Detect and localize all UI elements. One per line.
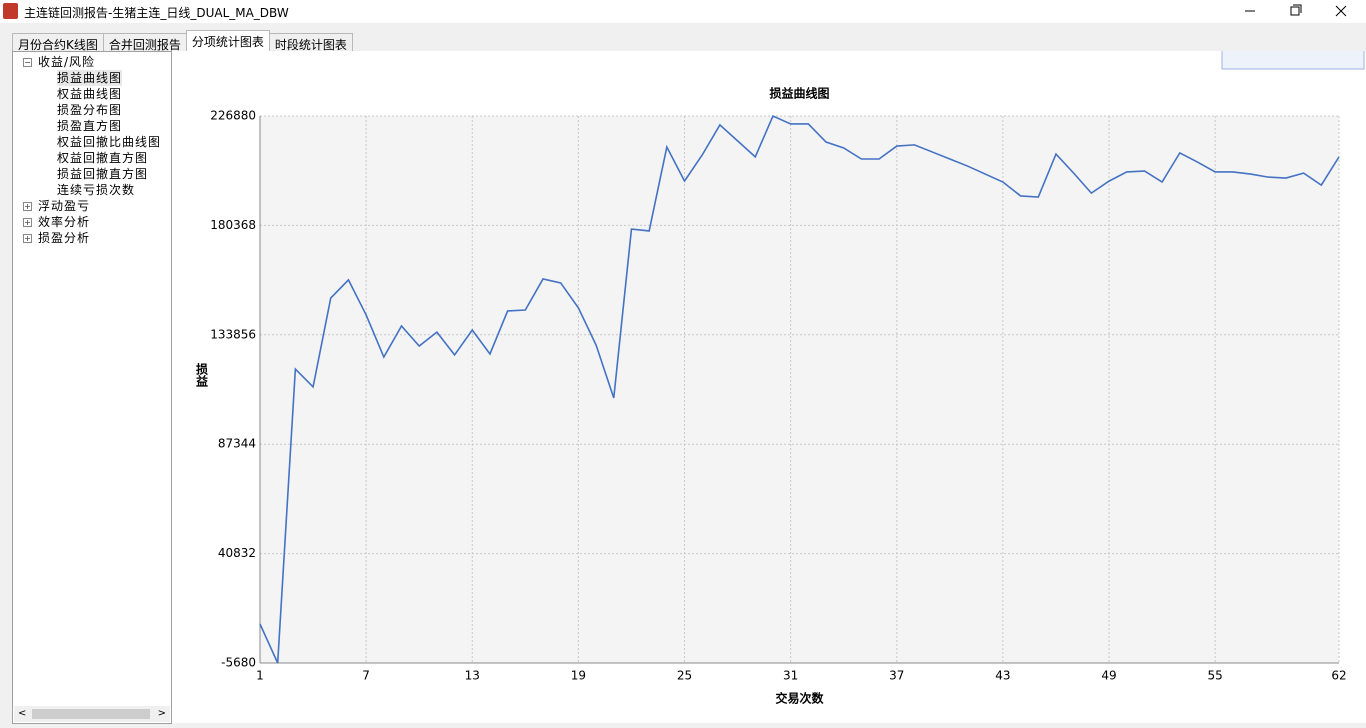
- window-controls[interactable]: [1230, 0, 1366, 23]
- expander[interactable]: −: [23, 58, 32, 67]
- tree-leaf[interactable]: 权益回撤直方图: [57, 151, 149, 165]
- expander[interactable]: +: [23, 218, 32, 227]
- tree-leaf[interactable]: 损益回撤直方图: [57, 167, 149, 181]
- restore[interactable]: [1290, 6, 1300, 16]
- tree-leaf[interactable]: 损益曲线图: [57, 70, 123, 86]
- tree-leaf[interactable]: 权益曲线图: [57, 87, 123, 101]
- x-tick-label: 1: [256, 669, 264, 683]
- tree-node[interactable]: 收益/风险: [38, 55, 96, 69]
- y-tick-label: 180368: [210, 218, 256, 232]
- tab[interactable]: 分项统计图表: [185, 30, 270, 51]
- tree-node[interactable]: 损盈分析: [38, 231, 91, 245]
- expander[interactable]: +: [23, 234, 32, 243]
- x-tick-label: 7: [362, 669, 370, 683]
- tree-leaf[interactable]: 权益回撤比曲线图: [57, 135, 162, 149]
- y-tick-label: 40832: [218, 546, 256, 560]
- x-tick-label: 19: [571, 669, 586, 683]
- tree-node[interactable]: 效率分析: [38, 215, 91, 229]
- chart: -5680 40832 87344 133856 180368 226880 1 7 13 19 2…: [195, 49, 1365, 706]
- x-tick-label: 62: [1331, 669, 1346, 683]
- tree-view: < > − 收益/风险 损益曲线图 权益曲线图损盈分布图损盈直方图权益回撤比曲线图 权益回…: [12, 51, 172, 724]
- x-tick-label: 25: [677, 669, 692, 683]
- x-tick-label: 43: [995, 669, 1010, 683]
- window-title: 主连链回测报告-生猪主连_日线_DUAL_MA_DBW: [24, 6, 289, 20]
- tree-leaf[interactable]: 连续亏损次数: [57, 183, 136, 197]
- tab[interactable]: 合并回测报告: [102, 33, 187, 52]
- y-tick-label: 87344: [218, 437, 256, 451]
- x-tick-label: 55: [1208, 669, 1223, 683]
- tree-leaf[interactable]: 损盈直方图: [57, 119, 123, 133]
- line-series: [259, 114, 1340, 664]
- x-axis-label: 交易次数: [775, 691, 824, 706]
- x-tick-label: 31: [783, 669, 798, 683]
- y-tick-label: 226880: [210, 109, 256, 123]
- expander[interactable]: +: [23, 202, 32, 211]
- chart-panel: -5680 40832 87344 133856 180368 226880 1 7 13 19 2…: [172, 49, 1366, 723]
- h-scrollbar[interactable]: < >: [14, 706, 170, 722]
- plot-area: [260, 116, 1339, 663]
- ime-toolbar[interactable]: [1221, 49, 1365, 70]
- chart-title: 损益曲线图: [769, 86, 829, 101]
- y-tick-label: -5680: [221, 656, 256, 670]
- tree-leaf[interactable]: 损盈分布图: [57, 103, 123, 117]
- scroll-thumb[interactable]: [32, 709, 150, 719]
- x-tick-label: 13: [465, 669, 480, 683]
- y-axis-label: 损益: [195, 362, 209, 388]
- y-tick-label: 133856: [210, 327, 256, 341]
- tab-strip: 月份合约K线图 合并回测报告 分项统计图表 时段统计图表: [12, 30, 353, 52]
- app-icon: [3, 3, 18, 19]
- tree-node[interactable]: 浮动盈亏: [38, 199, 91, 213]
- tab[interactable]: 月份合约K线图: [12, 33, 104, 52]
- title-bar: 主连链回测报告-生猪主连_日线_DUAL_MA_DBW: [0, 0, 1366, 23]
- close[interactable]: [1335, 5, 1347, 17]
- x-tick-label: 37: [889, 669, 904, 683]
- tab[interactable]: 时段统计图表: [268, 33, 353, 52]
- x-tick-label: 49: [1101, 669, 1116, 683]
